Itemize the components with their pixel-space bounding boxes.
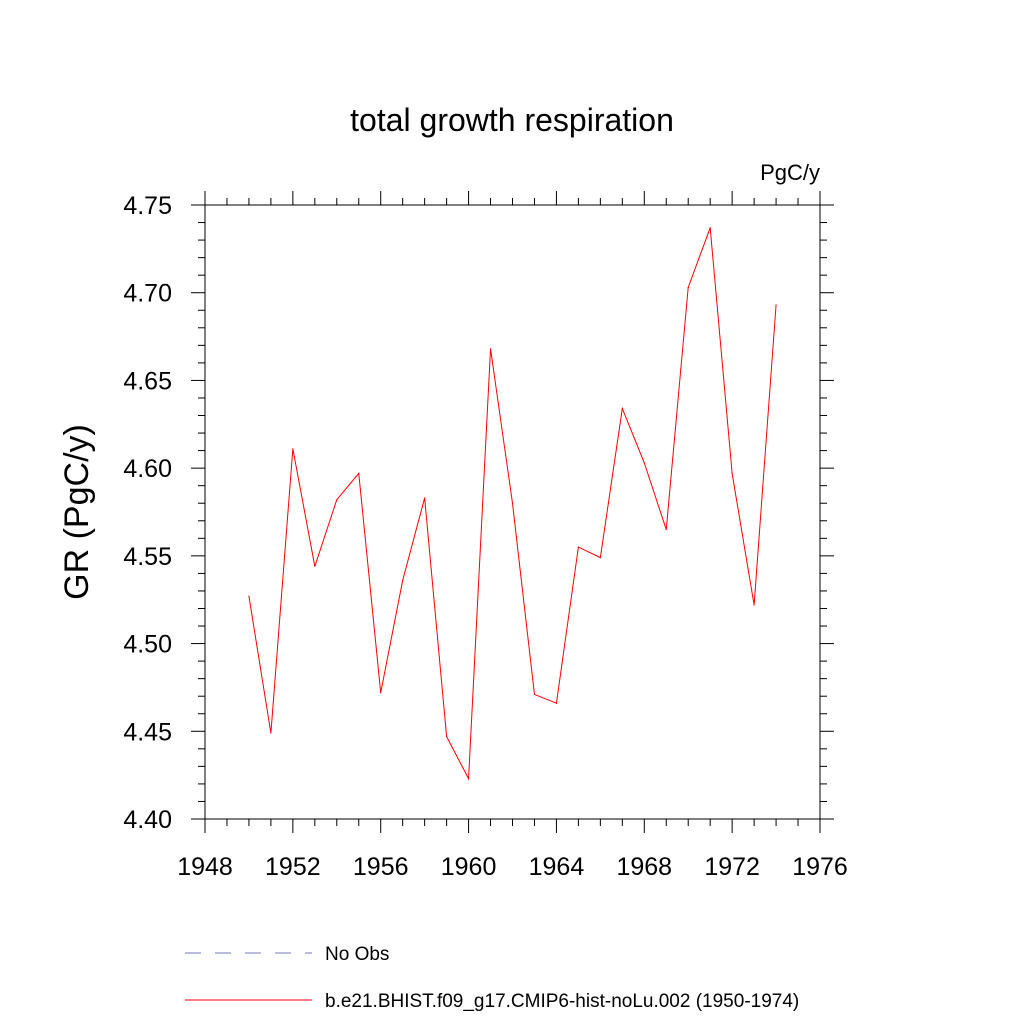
x-tick-label: 1948 [177,853,233,881]
x-tick-label: 1956 [353,853,409,881]
y-tick-label: 4.55 [123,543,172,571]
data-point [753,604,755,606]
data-point [599,557,601,559]
y-tick-label: 4.40 [123,806,172,834]
data-point [709,227,711,229]
data-point [555,702,558,704]
data-point [358,472,360,475]
y-axis-label: GR (PgC/y) [58,424,96,600]
legend: No Obs b.e21.BHIST.f09_g17.CMIP6-hist-noL… [185,944,799,1012]
data-point [380,692,382,694]
y-tick-label: 4.60 [123,455,172,483]
y-tick-label: 4.70 [123,280,172,308]
data-point [687,286,689,289]
y-tick-label: 4.45 [123,718,172,746]
data-point [446,735,448,738]
data-point [621,407,623,410]
x-tick-label: 1972 [704,853,760,881]
axis-ticks [191,191,834,833]
plot-frame [204,204,821,820]
data-point [577,546,579,548]
data-point [489,348,492,350]
x-tick-label: 1964 [529,853,585,881]
data-point [424,497,426,499]
chart-title: total growth respiration [350,102,674,138]
data-point [402,579,404,582]
data-point [511,502,514,504]
x-tick-label: 1968 [616,853,672,881]
data-point [314,565,316,567]
legend-label-0: No Obs [325,944,389,965]
y-tick-label: 4.65 [123,367,172,395]
data-point [665,528,667,531]
data-point [270,732,272,734]
legend-label-1: b.e21.BHIST.f09_g17.CMIP6-hist-noLu.002 … [325,991,799,1012]
series-group [248,227,777,781]
data-point [467,778,470,780]
x-tick-label: 1952 [265,853,321,881]
data-point [336,499,338,501]
data-point [775,304,777,306]
data-point [731,472,733,475]
y-tick-label: 4.50 [123,631,172,659]
data-point [643,462,645,464]
x-tick-label: 1960 [441,853,497,881]
data-point [248,595,250,597]
data-point [292,448,294,450]
units-label: PgC/y [760,160,820,185]
x-tick-label: 1976 [792,853,848,881]
axis-tick-labels: 1948 1952 1956 1960 1964 1968 1972 1976 4.40 4.45… [123,192,847,881]
data-point [533,693,536,696]
y-tick-label: 4.75 [123,192,172,220]
